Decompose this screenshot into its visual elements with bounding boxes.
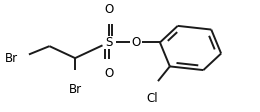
Text: Cl: Cl bbox=[146, 92, 158, 105]
Text: S: S bbox=[105, 36, 112, 49]
Text: O: O bbox=[132, 36, 141, 49]
Text: O: O bbox=[104, 67, 113, 80]
Text: O: O bbox=[104, 3, 113, 16]
Text: Br: Br bbox=[69, 83, 82, 96]
Text: Br: Br bbox=[5, 52, 18, 65]
